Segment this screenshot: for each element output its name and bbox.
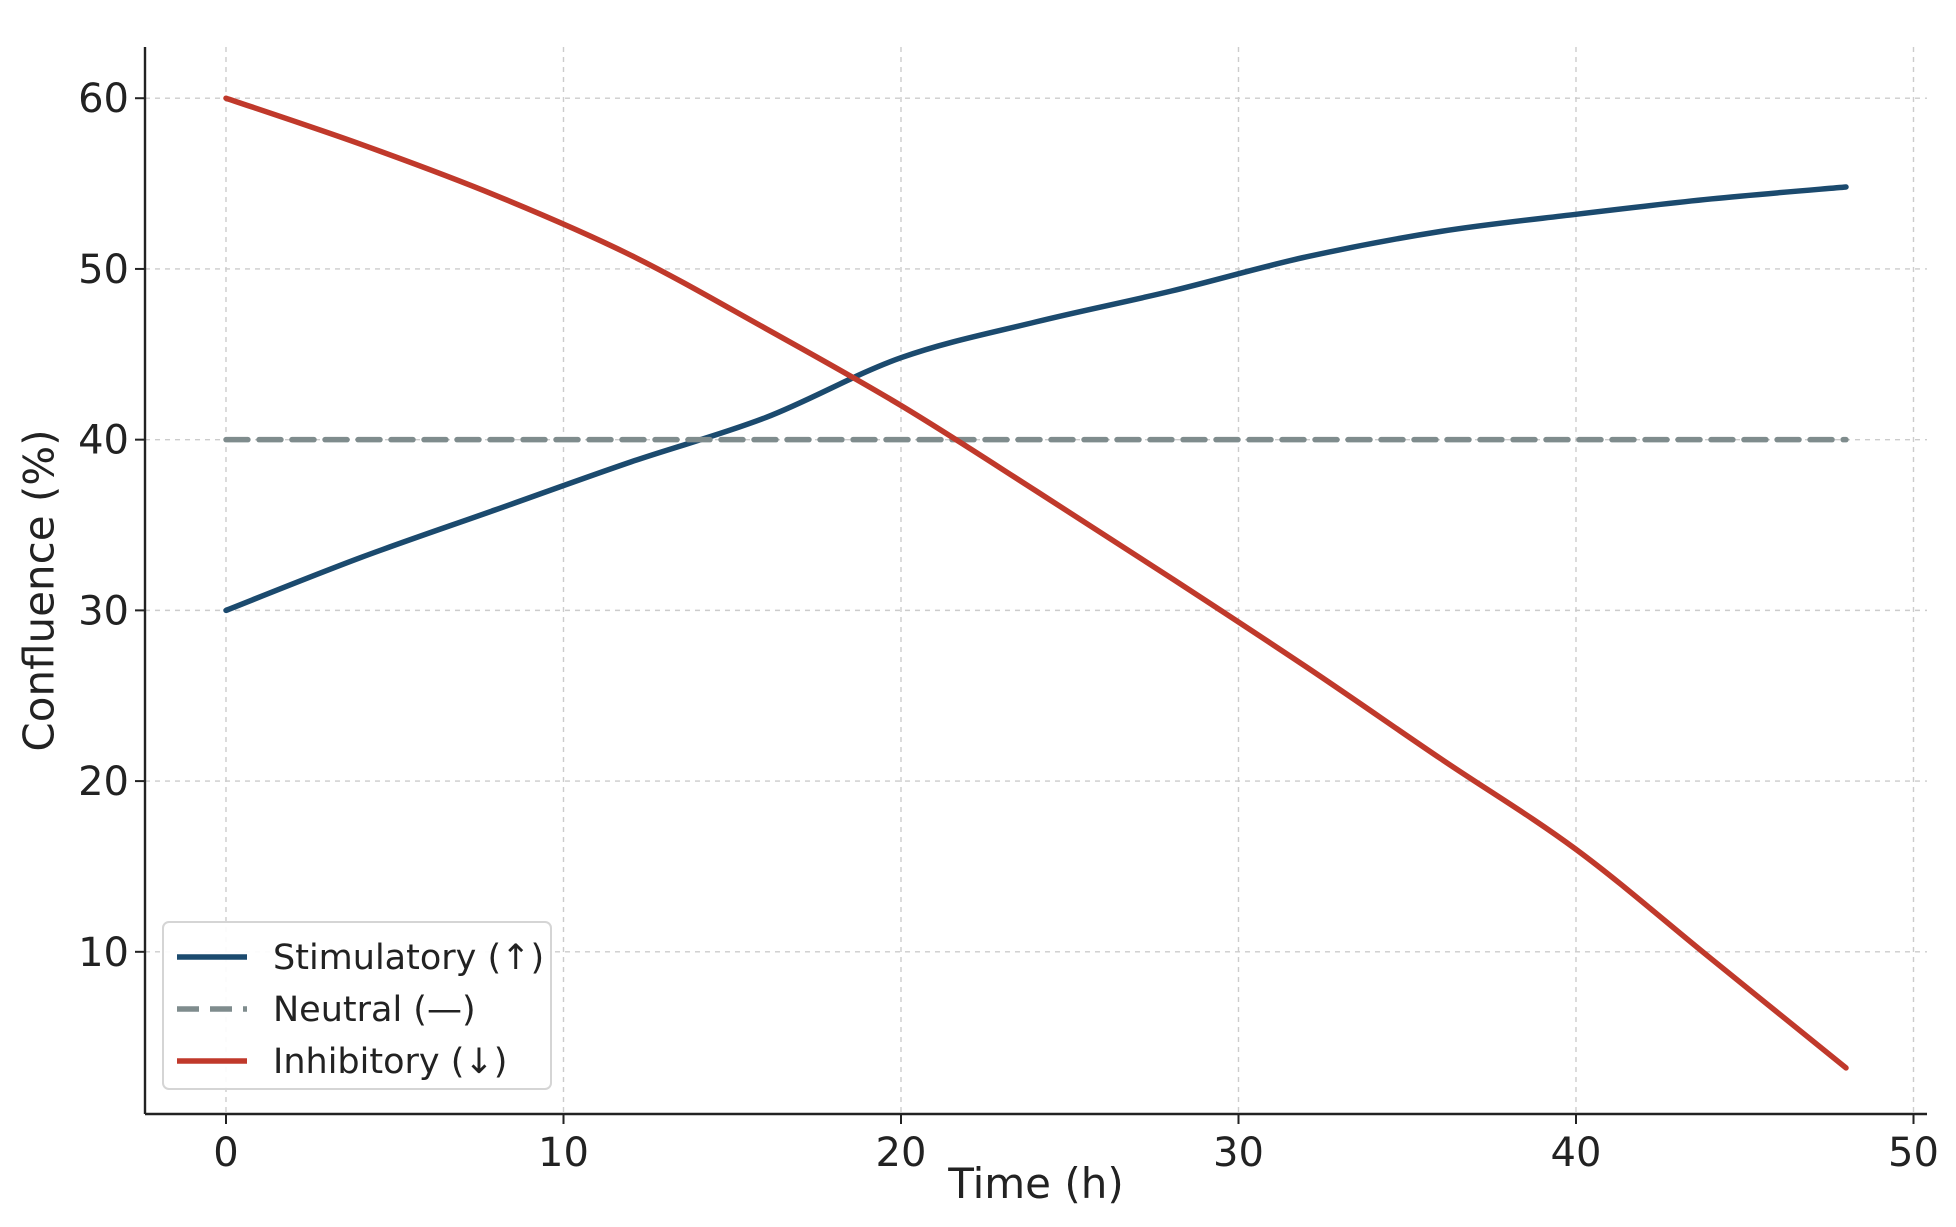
- legend-label-neutral: Neutral (—): [273, 990, 476, 1030]
- x-tick-label-10: 10: [538, 1130, 589, 1176]
- tick-labels: 0 10 20 30 40 50 10 20 30 40 50 60: [78, 76, 1939, 1176]
- legend: Stimulatory (↑) Neutral (—) Inhibitory (↓): [162, 921, 552, 1090]
- y-tick-label-20: 20: [78, 759, 129, 805]
- y-tick-label-40: 40: [78, 418, 129, 464]
- series-lines: [223, 95, 1849, 1071]
- x-axis-title: Time (h): [947, 1159, 1124, 1208]
- series-line-stimulatory: [223, 184, 1849, 614]
- x-tick-label-20: 20: [876, 1130, 927, 1176]
- legend-label-inhibitory: Inhibitory (↓): [273, 1042, 507, 1082]
- x-tick-label-50: 50: [1888, 1130, 1939, 1176]
- x-tick-label-30: 30: [1213, 1130, 1264, 1176]
- y-axis-title: Confluence (%): [15, 429, 64, 751]
- y-tick-label-10: 10: [78, 930, 129, 976]
- y-tick-label-30: 30: [78, 588, 129, 634]
- axes: [135, 47, 1927, 1124]
- x-tick-label-0: 0: [213, 1130, 238, 1176]
- x-tick-label-40: 40: [1551, 1130, 1602, 1176]
- y-tick-label-60: 60: [78, 76, 129, 122]
- series-line-inhibitory: [223, 95, 1849, 1071]
- legend-frame: [162, 921, 552, 1090]
- legend-label-stimulatory: Stimulatory (↑): [273, 938, 544, 978]
- y-tick-label-50: 50: [78, 247, 129, 293]
